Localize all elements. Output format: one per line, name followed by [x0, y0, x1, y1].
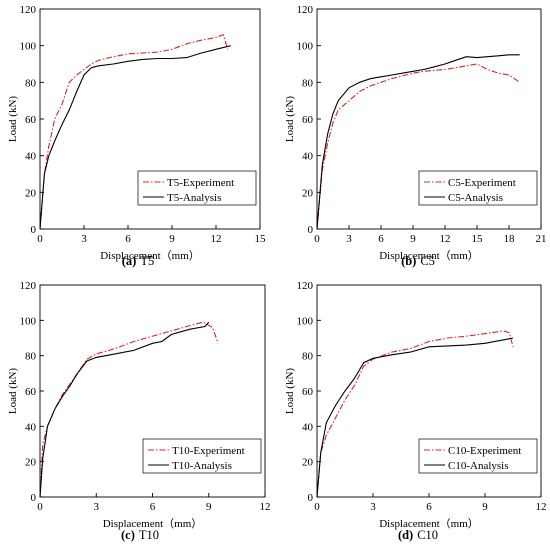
y-tick-label: 120 — [297, 280, 314, 292]
y-tick-label: 80 — [25, 351, 37, 363]
series-line-t10-experiment — [39, 321, 219, 498]
chart-panel-c10: 0 20 40 60 80 100 120 0 3 6 9 12 Displacement（mm） Loa… — [284, 280, 547, 542]
x-tick-label: 12 — [536, 501, 547, 513]
x-tick-label: 0 — [314, 233, 320, 245]
y-tick-label: 20 — [25, 457, 37, 469]
y-axis-label: Load (kN) — [7, 368, 19, 414]
y-tick-label: 100 — [297, 41, 314, 53]
y-tick-label: 60 — [302, 114, 314, 126]
series-line-c5-analysis — [316, 54, 520, 230]
y-tick-label: 80 — [25, 77, 37, 89]
y-tick-label: 40 — [302, 421, 314, 433]
legend-label: T10-Experiment — [172, 445, 245, 457]
x-tick-label: 15 — [255, 233, 267, 245]
x-tick-label: 9 — [206, 501, 212, 513]
legend-label: T10-Analysis — [172, 460, 232, 472]
series-line-t5-analysis — [39, 45, 231, 230]
y-tick-label: 60 — [25, 386, 37, 398]
y-tick-label: 80 — [302, 77, 314, 89]
x-axis-label: Displacement（mm） — [379, 517, 479, 530]
x-tick-label: 12 — [260, 501, 271, 513]
x-tick-label: 0 — [37, 501, 43, 513]
x-tick-label: 0 — [314, 501, 320, 513]
chart-panel-c5: 0 20 40 60 80 100 120 0 3 6 9 12 15 18 21 Displacement（… — [284, 4, 547, 268]
x-tick-label: 18 — [504, 233, 516, 245]
legend-box — [418, 438, 538, 474]
y-axis-label: Load (kN) — [284, 368, 296, 414]
x-tick-label: 21 — [536, 233, 547, 245]
y-tick-label: 100 — [297, 315, 314, 327]
legend-label: T5-Analysis — [167, 192, 221, 204]
y-tick-label: 120 — [20, 280, 37, 292]
x-tick-label: 9 — [482, 501, 488, 513]
caption-letter: (b) — [401, 254, 416, 268]
caption-name: T5 — [140, 254, 154, 268]
x-tick-label: 12 — [440, 233, 451, 245]
x-tick-label: 3 — [346, 233, 352, 245]
legend-label: C5-Analysis — [448, 192, 503, 204]
panel-caption: (a) T5 — [122, 254, 154, 268]
y-axis-label: Load (kN) — [7, 96, 19, 142]
x-tick-label: 6 — [378, 233, 384, 245]
x-tick-label: 9 — [410, 233, 416, 245]
caption-name: C5 — [420, 254, 435, 268]
legend-label: C10-Experiment — [448, 445, 521, 457]
y-tick-label: 60 — [25, 114, 37, 126]
x-tick-label: 12 — [211, 233, 222, 245]
series-line-c5-experiment — [316, 63, 521, 230]
y-tick-label: 40 — [25, 421, 37, 433]
legend-box — [418, 170, 538, 206]
caption-name: C10 — [417, 528, 438, 542]
legend-label: C10-Analysis — [448, 460, 509, 472]
x-axis-label: Displacement（mm） — [103, 517, 203, 530]
y-tick-label: 20 — [25, 187, 37, 199]
chart-panel-t10: 0 20 40 60 80 100 120 0 3 6 9 12 Displacement（mm） Loa… — [7, 280, 271, 542]
y-tick-label: 20 — [302, 187, 314, 199]
y-tick-label: 20 — [302, 457, 314, 469]
y-tick-label: 100 — [20, 315, 37, 327]
y-tick-label: 80 — [302, 351, 314, 363]
x-tick-label: 6 — [426, 501, 432, 513]
y-tick-label: 60 — [302, 386, 314, 398]
panel-caption: (c) T10 — [121, 528, 159, 542]
caption-letter: (d) — [398, 528, 413, 542]
legend-label: T5-Experiment — [167, 177, 234, 189]
x-tick-label: 15 — [472, 233, 484, 245]
legend-label: C5-Experiment — [448, 177, 516, 189]
caption-letter: (a) — [122, 254, 137, 268]
y-tick-label: 120 — [297, 4, 314, 16]
x-tick-label: 6 — [125, 233, 131, 245]
x-axis-label: Displacement（mm） — [379, 249, 479, 262]
legend-box — [142, 438, 262, 474]
x-tick-label: 9 — [169, 233, 175, 245]
series-line-t10-analysis — [39, 321, 210, 498]
panel-caption: (d) C10 — [398, 528, 438, 542]
y-tick-label: 120 — [20, 4, 37, 16]
legend-box — [137, 170, 257, 206]
series-line-c10-analysis — [316, 337, 514, 498]
y-tick-label: 40 — [302, 151, 314, 163]
x-tick-label: 6 — [150, 501, 156, 513]
y-tick-label: 0 — [308, 224, 314, 236]
x-axis-label: Displacement（mm） — [100, 249, 200, 262]
x-tick-label: 0 — [37, 233, 43, 245]
y-tick-label: 100 — [20, 41, 37, 53]
y-axis-label: Load (kN) — [284, 96, 296, 142]
caption-letter: (c) — [121, 528, 135, 542]
chart-panel-t5: 0 20 40 60 80 100 120 0 3 6 9 12 15 Displacement（mm） L… — [7, 4, 266, 268]
y-tick-label: 0 — [31, 492, 37, 504]
x-tick-label: 3 — [81, 233, 87, 245]
y-tick-label: 0 — [308, 492, 314, 504]
x-tick-label: 3 — [94, 501, 100, 513]
series-line-t5-experiment — [39, 33, 229, 230]
x-tick-label: 3 — [370, 501, 376, 513]
panel-caption: (b) C5 — [401, 254, 435, 268]
caption-name: T10 — [139, 528, 159, 542]
y-tick-label: 40 — [25, 151, 37, 163]
y-tick-label: 0 — [31, 224, 37, 236]
